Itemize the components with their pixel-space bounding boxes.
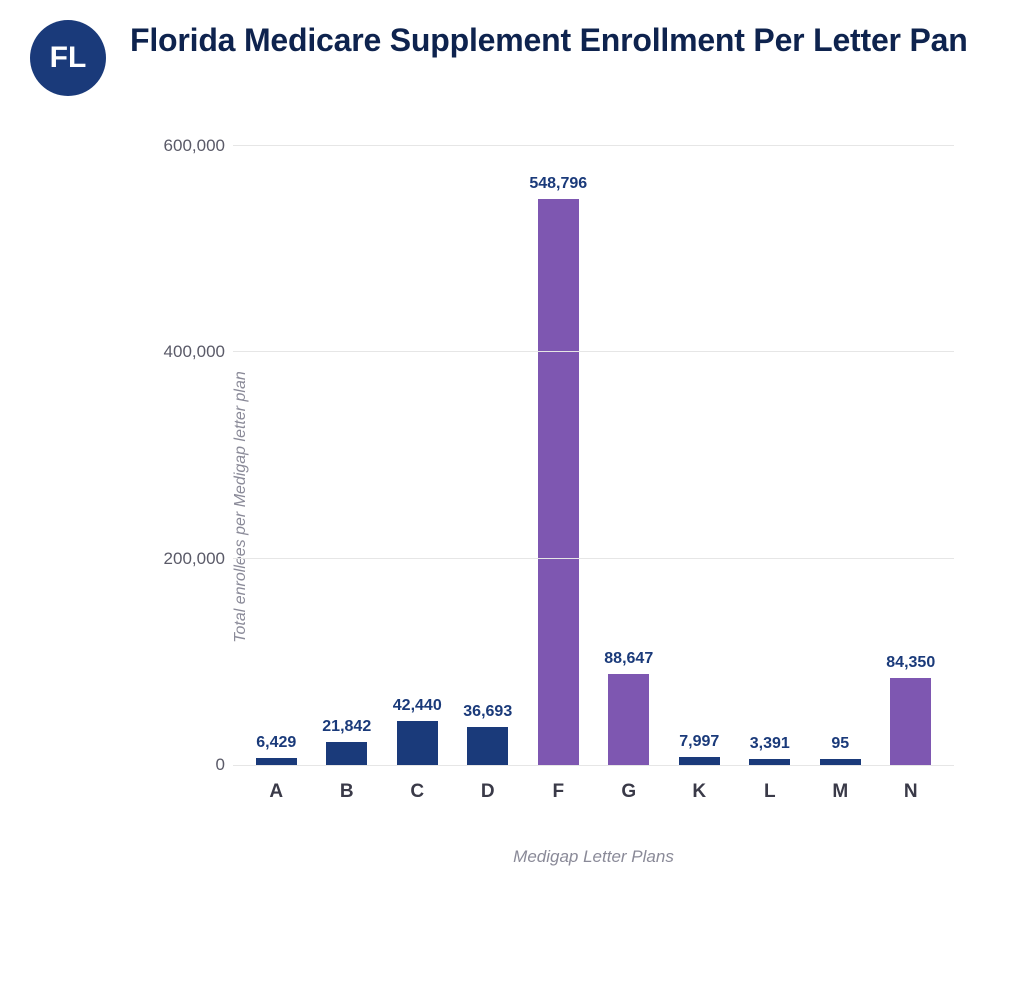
bar: [256, 758, 297, 765]
state-badge: FL: [30, 20, 106, 96]
plot-area: 6,429 21,842 42,440 36,693 548,796 88,647 7,99…: [233, 146, 954, 766]
gridline: [233, 145, 954, 146]
bar-slot: 21,842: [312, 146, 383, 765]
bar-value-label: 548,796: [529, 175, 587, 193]
bar-slot: 7,997: [664, 146, 735, 765]
bar: [538, 199, 579, 765]
bar-value-label: 3,391: [750, 735, 790, 753]
x-tick-label: F: [523, 780, 594, 803]
bar: [679, 757, 720, 765]
bar-value-label: 88,647: [604, 650, 653, 668]
y-tick-label: 400,000: [145, 342, 225, 362]
x-tick-label: M: [805, 780, 876, 803]
x-tick-label: D: [453, 780, 524, 803]
bar: [467, 727, 508, 765]
x-tick-label: G: [594, 780, 665, 803]
bar-slot: 88,647: [594, 146, 665, 765]
bar-slot: 84,350: [876, 146, 947, 765]
y-tick-label: 200,000: [145, 549, 225, 569]
bar-value-label: 42,440: [393, 697, 442, 715]
bar: [326, 742, 367, 765]
bar: [749, 759, 790, 765]
page-title: Florida Medicare Supplement Enrollment P…: [130, 20, 968, 60]
bar-slot: 95: [805, 146, 876, 765]
y-tick-label: 0: [145, 755, 225, 775]
x-axis-ticks: ABCDFGKLMN: [233, 780, 954, 803]
bar: [820, 759, 861, 765]
bar-slot: 36,693: [453, 146, 524, 765]
bar-slot: 3,391: [735, 146, 806, 765]
bar: [397, 721, 438, 765]
enrollment-chart: Total enrollees per Medigap letter plan …: [145, 146, 954, 867]
x-tick-label: C: [382, 780, 453, 803]
bar-value-label: 95: [831, 735, 849, 753]
y-tick-label: 600,000: [145, 136, 225, 156]
bar: [608, 674, 649, 765]
bar-value-label: 7,997: [679, 733, 719, 751]
gridline: [233, 351, 954, 352]
bar-value-label: 21,842: [322, 718, 371, 736]
x-tick-label: K: [664, 780, 735, 803]
x-tick-label: L: [735, 780, 806, 803]
header: FL Florida Medicare Supplement Enrollmen…: [30, 20, 994, 96]
x-tick-label: A: [241, 780, 312, 803]
bar-slot: 548,796: [523, 146, 594, 765]
bar-slot: 6,429: [241, 146, 312, 765]
x-tick-label: B: [312, 780, 383, 803]
bar: [890, 678, 931, 765]
state-badge-text: FL: [50, 41, 87, 75]
bar-value-label: 36,693: [463, 703, 512, 721]
bar-slot: 42,440: [382, 146, 453, 765]
bar-value-label: 6,429: [256, 734, 296, 752]
x-axis-label: Medigap Letter Plans: [233, 847, 954, 867]
x-tick-label: N: [876, 780, 947, 803]
bar-value-label: 84,350: [886, 654, 935, 672]
gridline: [233, 558, 954, 559]
bars-row: 6,429 21,842 42,440 36,693 548,796 88,647 7,99…: [233, 146, 954, 765]
